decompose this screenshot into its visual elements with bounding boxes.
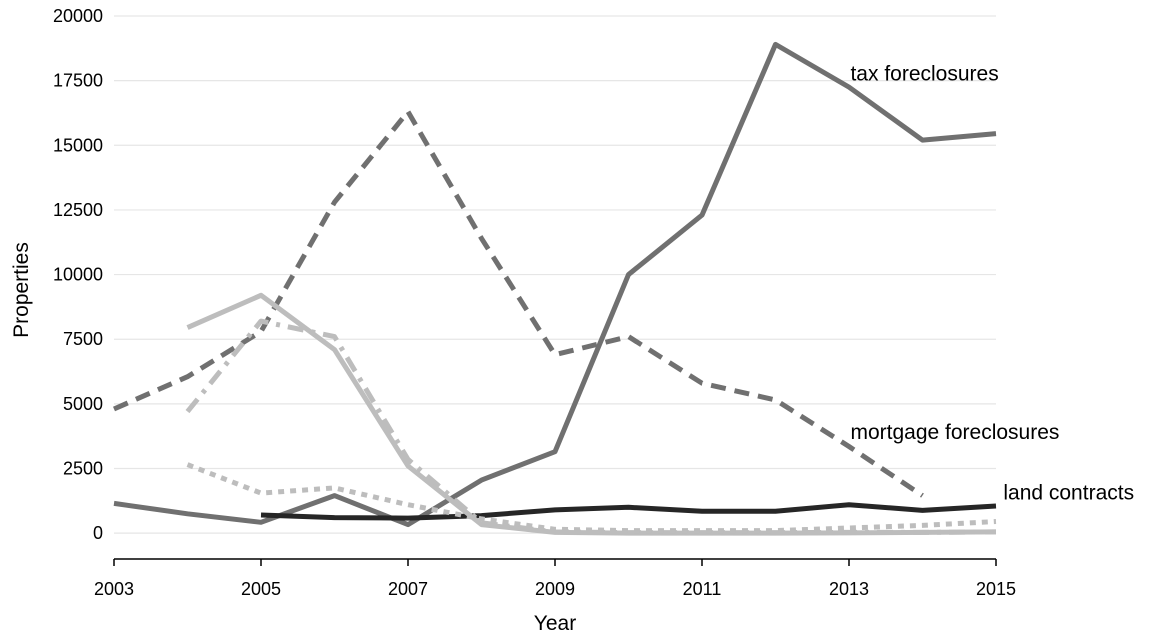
y-tick-label-7500: 7500: [63, 329, 103, 349]
y-tick-label-10000: 10000: [53, 265, 103, 285]
x-tick-label-2005: 2005: [241, 579, 281, 599]
y-axis-title: Properties: [10, 242, 33, 338]
x-axis-title: Year: [534, 612, 576, 635]
y-tick-label-20000: 20000: [53, 6, 103, 26]
x-tick-label-2013: 2013: [829, 579, 869, 599]
x-tick-label-2011: 2011: [683, 579, 722, 599]
y-tick-label-12500: 12500: [53, 200, 103, 220]
annotation-mortgage-foreclosures: mortgage foreclosures: [850, 421, 1059, 444]
series-line-1: [113, 41, 997, 528]
annotation-tax-foreclosures: tax foreclosures: [850, 63, 998, 86]
y-tick-label-0: 0: [93, 523, 103, 543]
y-tick-label-5000: 5000: [63, 394, 103, 414]
series-line-3: [260, 502, 997, 521]
axis-layer: 0 2500 5000 7500 10000 12500 15000 17500 20000 20…: [53, 6, 1016, 599]
series-layer: [112, 41, 997, 536]
annotation-land-contracts: land contracts: [1003, 482, 1134, 505]
x-tick-label-2009: 2009: [535, 579, 575, 599]
series-line-6: [186, 462, 997, 534]
y-tick-label-2500: 2500: [63, 459, 103, 479]
grid-layer: [114, 15, 996, 534]
series-line-4: [186, 292, 997, 536]
x-tick-label-2007: 2007: [388, 579, 428, 599]
series-line-2: [112, 109, 924, 498]
x-tick-label-2003: 2003: [94, 579, 134, 599]
annotation-layer: tax foreclosures mortgage foreclosures lan…: [850, 63, 1134, 505]
y-tick-label-17500: 17500: [53, 71, 103, 91]
x-tick-label-2015: 2015: [976, 579, 1016, 599]
y-tick-label-15000: 15000: [53, 135, 103, 155]
